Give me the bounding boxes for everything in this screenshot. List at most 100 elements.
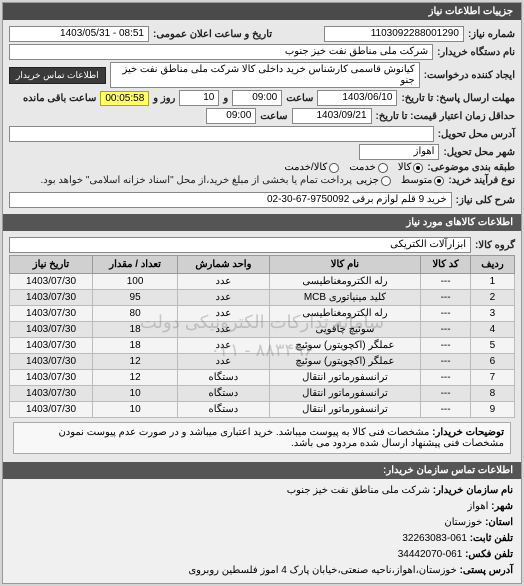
c-fax: 061-34442070 bbox=[398, 549, 463, 560]
buyer-org-field: شرکت ملی مناطق نفت خیز جنوب bbox=[9, 44, 433, 60]
deadline-hour-field: 09:00 bbox=[232, 90, 282, 106]
table-cell: 95 bbox=[92, 290, 177, 306]
table-cell: عدد bbox=[178, 338, 269, 354]
table-cell: عملگر (اکچویتور) سوئیچ bbox=[269, 338, 421, 354]
table-cell: 1403/07/30 bbox=[10, 338, 93, 354]
need-title-field: خرید 9 قلم لوازم برقی 9750092-67-30-02 bbox=[9, 192, 452, 208]
radio-icon bbox=[329, 163, 339, 173]
category-radio-کالا[interactable]: کالا bbox=[398, 162, 424, 173]
table-row[interactable]: 9---ترانسفورماتور انتقالدستگاه101403/07/… bbox=[10, 402, 515, 418]
category-radio-خدمت[interactable]: خدمت bbox=[349, 162, 388, 173]
buyer-note-box: توضیحات خریدار: مشخصات فنی کالا به پیوست… bbox=[13, 422, 511, 454]
hour-label-1: ساعت bbox=[286, 93, 313, 104]
table-row[interactable]: 3---رله الکترومغناطیسیعدد801403/07/30 bbox=[10, 306, 515, 322]
table-cell: عدد bbox=[178, 290, 269, 306]
c-phone: 061-32263083 bbox=[402, 533, 467, 544]
process-radio-جزیی[interactable]: جزیی bbox=[356, 175, 391, 186]
c-fax-label: تلفن فکس: bbox=[465, 549, 513, 560]
need-title-label: شرح کلی نیاز: bbox=[456, 195, 515, 206]
c-prov: خوزستان bbox=[444, 517, 482, 528]
c-phone-label: تلفن ثابت: bbox=[470, 533, 513, 544]
table-cell: 3 bbox=[470, 306, 514, 322]
valid-hour-field: 09:00 bbox=[206, 108, 256, 124]
radio-icon bbox=[378, 163, 388, 173]
delivery-city-label: شهر محل تحویل: bbox=[443, 147, 515, 158]
table-cell: 2 bbox=[470, 290, 514, 306]
c-org-label: نام سازمان خریدار: bbox=[433, 485, 513, 496]
table-cell: 7 bbox=[470, 370, 514, 386]
contact-buyer-button[interactable]: اطلاعات تماس خریدار bbox=[9, 67, 106, 84]
remaining-time-field: 00:05:58 bbox=[100, 91, 149, 106]
process-radio-متوسط[interactable]: متوسط bbox=[401, 175, 444, 186]
delivery-city-field: اهواز bbox=[359, 144, 439, 160]
process-type-label: نوع فرآیند خرید: bbox=[448, 175, 515, 186]
valid-date-field: 1403/09/21 bbox=[292, 108, 372, 124]
goods-group-label: گروه کالا: bbox=[475, 240, 515, 251]
table-cell: 9 bbox=[470, 402, 514, 418]
table-header: واحد شمارش bbox=[178, 256, 269, 274]
table-row[interactable]: 8---ترانسفورماتور انتقالدستگاه101403/07/… bbox=[10, 386, 515, 402]
table-cell: 12 bbox=[92, 370, 177, 386]
table-cell: 12 bbox=[92, 354, 177, 370]
deadline-date-field: 1403/06/10 bbox=[317, 90, 397, 106]
c-city: اهواز bbox=[468, 501, 489, 512]
table-row[interactable]: 4---سوئیچ چاقوییعدد181403/07/30 bbox=[10, 322, 515, 338]
category-radio-کالا/خدمت[interactable]: کالا/خدمت bbox=[284, 162, 339, 173]
main-header: جزییات اطلاعات نیاز bbox=[3, 3, 521, 20]
hour-label-2: ساعت bbox=[260, 111, 287, 122]
table-cell: 1403/07/30 bbox=[10, 322, 93, 338]
table-cell: ترانسفورماتور انتقال bbox=[269, 386, 421, 402]
table-cell: ترانسفورماتور انتقال bbox=[269, 402, 421, 418]
c-prov-label: استان: bbox=[485, 517, 513, 528]
contact-area: نام سازمان خریدار: شرکت ملی مناطق نفت خی… bbox=[3, 479, 521, 583]
radio-icon bbox=[381, 176, 391, 186]
table-cell: 1403/07/30 bbox=[10, 402, 93, 418]
table-cell: دستگاه bbox=[178, 370, 269, 386]
table-cell: 1403/07/30 bbox=[10, 306, 93, 322]
table-row[interactable]: 7---ترانسفورماتور انتقالدستگاه121403/07/… bbox=[10, 370, 515, 386]
goods-group-field: ابزارآلات الکتریکی bbox=[9, 237, 471, 253]
table-cell: --- bbox=[421, 306, 471, 322]
table-cell: عدد bbox=[178, 322, 269, 338]
table-cell: 1403/07/30 bbox=[10, 354, 93, 370]
table-cell: عدد bbox=[178, 306, 269, 322]
table-cell: 8 bbox=[470, 386, 514, 402]
items-table-wrap: ردیفکد کالانام کالاواحد شمارشتعداد / مقد… bbox=[9, 255, 515, 418]
table-header: نام کالا bbox=[269, 256, 421, 274]
table-cell: 1403/07/30 bbox=[10, 290, 93, 306]
valid-until-label: حداقل زمان اعتبار قیمت: تا تاریخ: bbox=[376, 111, 515, 122]
radio-icon bbox=[434, 176, 444, 186]
request-number-label: شماره نیاز: bbox=[468, 29, 515, 40]
table-header: تاریخ نیاز bbox=[10, 256, 93, 274]
radio-label: کالا/خدمت bbox=[284, 162, 327, 173]
table-header: ردیف bbox=[470, 256, 514, 274]
day-label: روز و bbox=[153, 93, 175, 104]
remaining-days-field: 10 bbox=[179, 90, 219, 106]
c-addr: خوزستان،اهواز،ناحیه صنعتی،خیابان پارک 4 … bbox=[188, 565, 456, 576]
process-note: پرداخت تمام یا بخشی از مبلغ خرید،از محل … bbox=[40, 175, 352, 186]
and-label: و bbox=[223, 93, 228, 104]
c-city-label: شهر: bbox=[491, 501, 513, 512]
delivery-addr-label: آدرس محل تحویل: bbox=[438, 129, 515, 140]
table-header: تعداد / مقدار bbox=[92, 256, 177, 274]
table-cell: 18 bbox=[92, 322, 177, 338]
table-row[interactable]: 2---کلید مینیاتوری MCBعدد951403/07/30 bbox=[10, 290, 515, 306]
table-row[interactable]: 1---رله الکترومغناطیسیعدد1001403/07/30 bbox=[10, 274, 515, 290]
c-org: شرکت ملی مناطق نفت خیز جنوب bbox=[287, 485, 430, 496]
table-cell: 1403/07/30 bbox=[10, 370, 93, 386]
buyer-org-label: نام دستگاه خریدار: bbox=[437, 47, 515, 58]
table-cell: ترانسفورماتور انتقال bbox=[269, 370, 421, 386]
table-cell: رله الکترومغناطیسی bbox=[269, 274, 421, 290]
table-cell: --- bbox=[421, 274, 471, 290]
table-cell: --- bbox=[421, 290, 471, 306]
buyer-note-label: توضیحات خریدار: bbox=[432, 427, 504, 438]
announce-label: تاریخ و ساعت اعلان عمومی: bbox=[153, 29, 272, 40]
table-cell: عملگر (اکچویتور) سوئیچ bbox=[269, 354, 421, 370]
table-cell: عدد bbox=[178, 274, 269, 290]
table-row[interactable]: 6---عملگر (اکچویتور) سوئیچعدد121403/07/3… bbox=[10, 354, 515, 370]
category-radio-group: کالا خدمت کالا/خدمت bbox=[284, 162, 423, 173]
c-addr-label: آدرس پستی: bbox=[460, 565, 513, 576]
table-cell: 5 bbox=[470, 338, 514, 354]
table-cell: کلید مینیاتوری MCB bbox=[269, 290, 421, 306]
table-row[interactable]: 5---عملگر (اکچویتور) سوئیچعدد181403/07/3… bbox=[10, 338, 515, 354]
